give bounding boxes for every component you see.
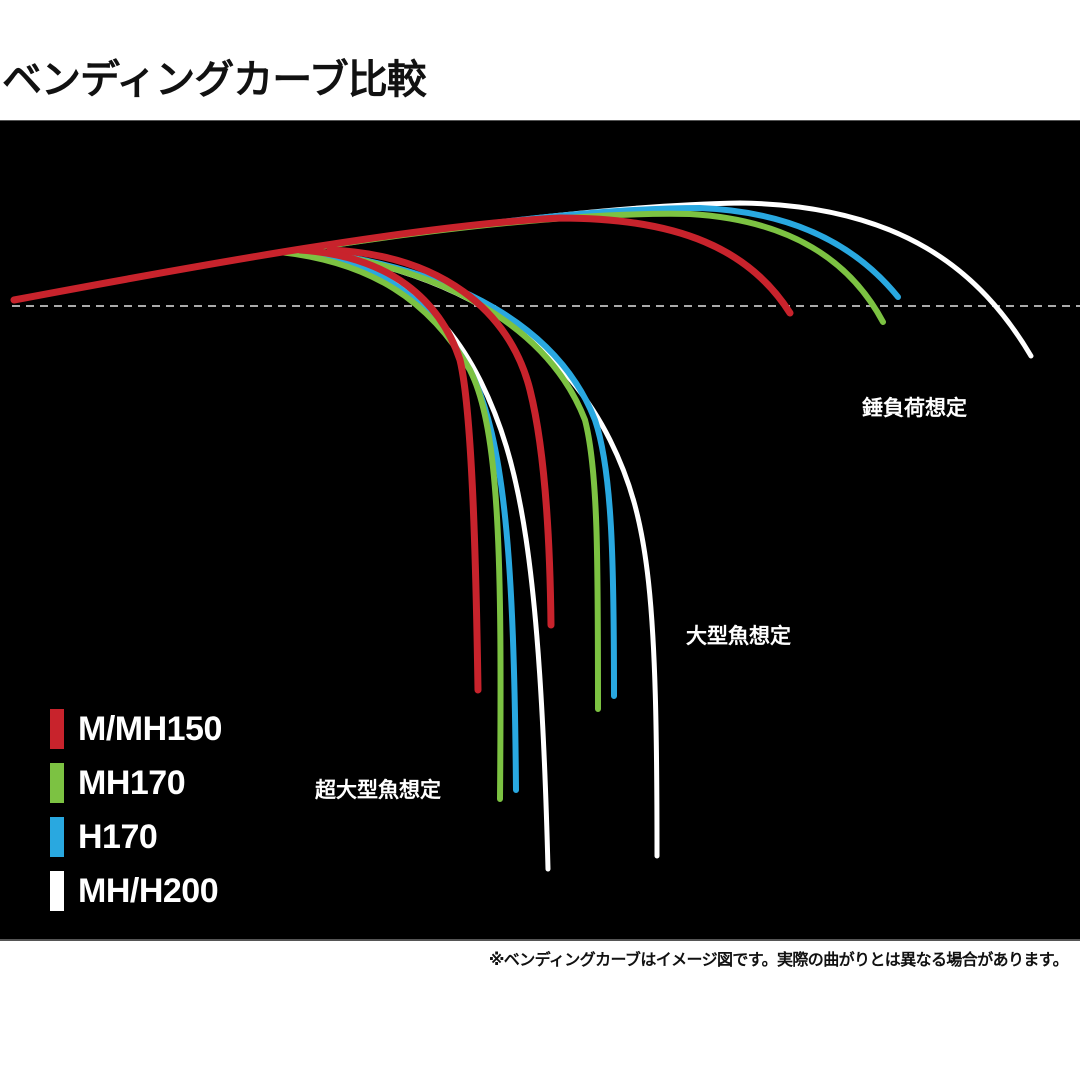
page-title: ベンディングカーブ比較 bbox=[2, 57, 427, 103]
scenario-label-large-fish: 大型魚想定 bbox=[686, 624, 791, 648]
legend-item-h170: H170 bbox=[50, 810, 222, 864]
legend-item-mh-h200: MH/H200 bbox=[50, 864, 222, 918]
legend-label: MH170 bbox=[78, 763, 186, 802]
disclaimer-note: ※ベンディングカーブはイメージ図です。実際の曲がりとは異なる場合があります。 bbox=[488, 950, 1069, 969]
legend-item-mh170: MH170 bbox=[50, 756, 222, 810]
legend-label: M/MH150 bbox=[78, 709, 222, 748]
legend-swatch bbox=[50, 871, 64, 911]
legend: M/MH150 MH170 H170 MH/H200 bbox=[50, 702, 222, 918]
legend-swatch bbox=[50, 709, 64, 749]
legend-swatch bbox=[50, 817, 64, 857]
scenario-label-extra-large-fish: 超大型魚想定 bbox=[315, 778, 441, 802]
series-m-mh150 bbox=[10, 214, 794, 694]
scenario-label-weight-load: 錘負荷想定 bbox=[862, 396, 967, 420]
chart-panel bbox=[0, 120, 1080, 941]
legend-item-m-mh150: M/MH150 bbox=[50, 702, 222, 756]
legend-label: MH/H200 bbox=[78, 871, 219, 910]
legend-swatch bbox=[50, 763, 64, 803]
series-mh170 bbox=[277, 210, 886, 802]
legend-label: H170 bbox=[78, 817, 158, 856]
